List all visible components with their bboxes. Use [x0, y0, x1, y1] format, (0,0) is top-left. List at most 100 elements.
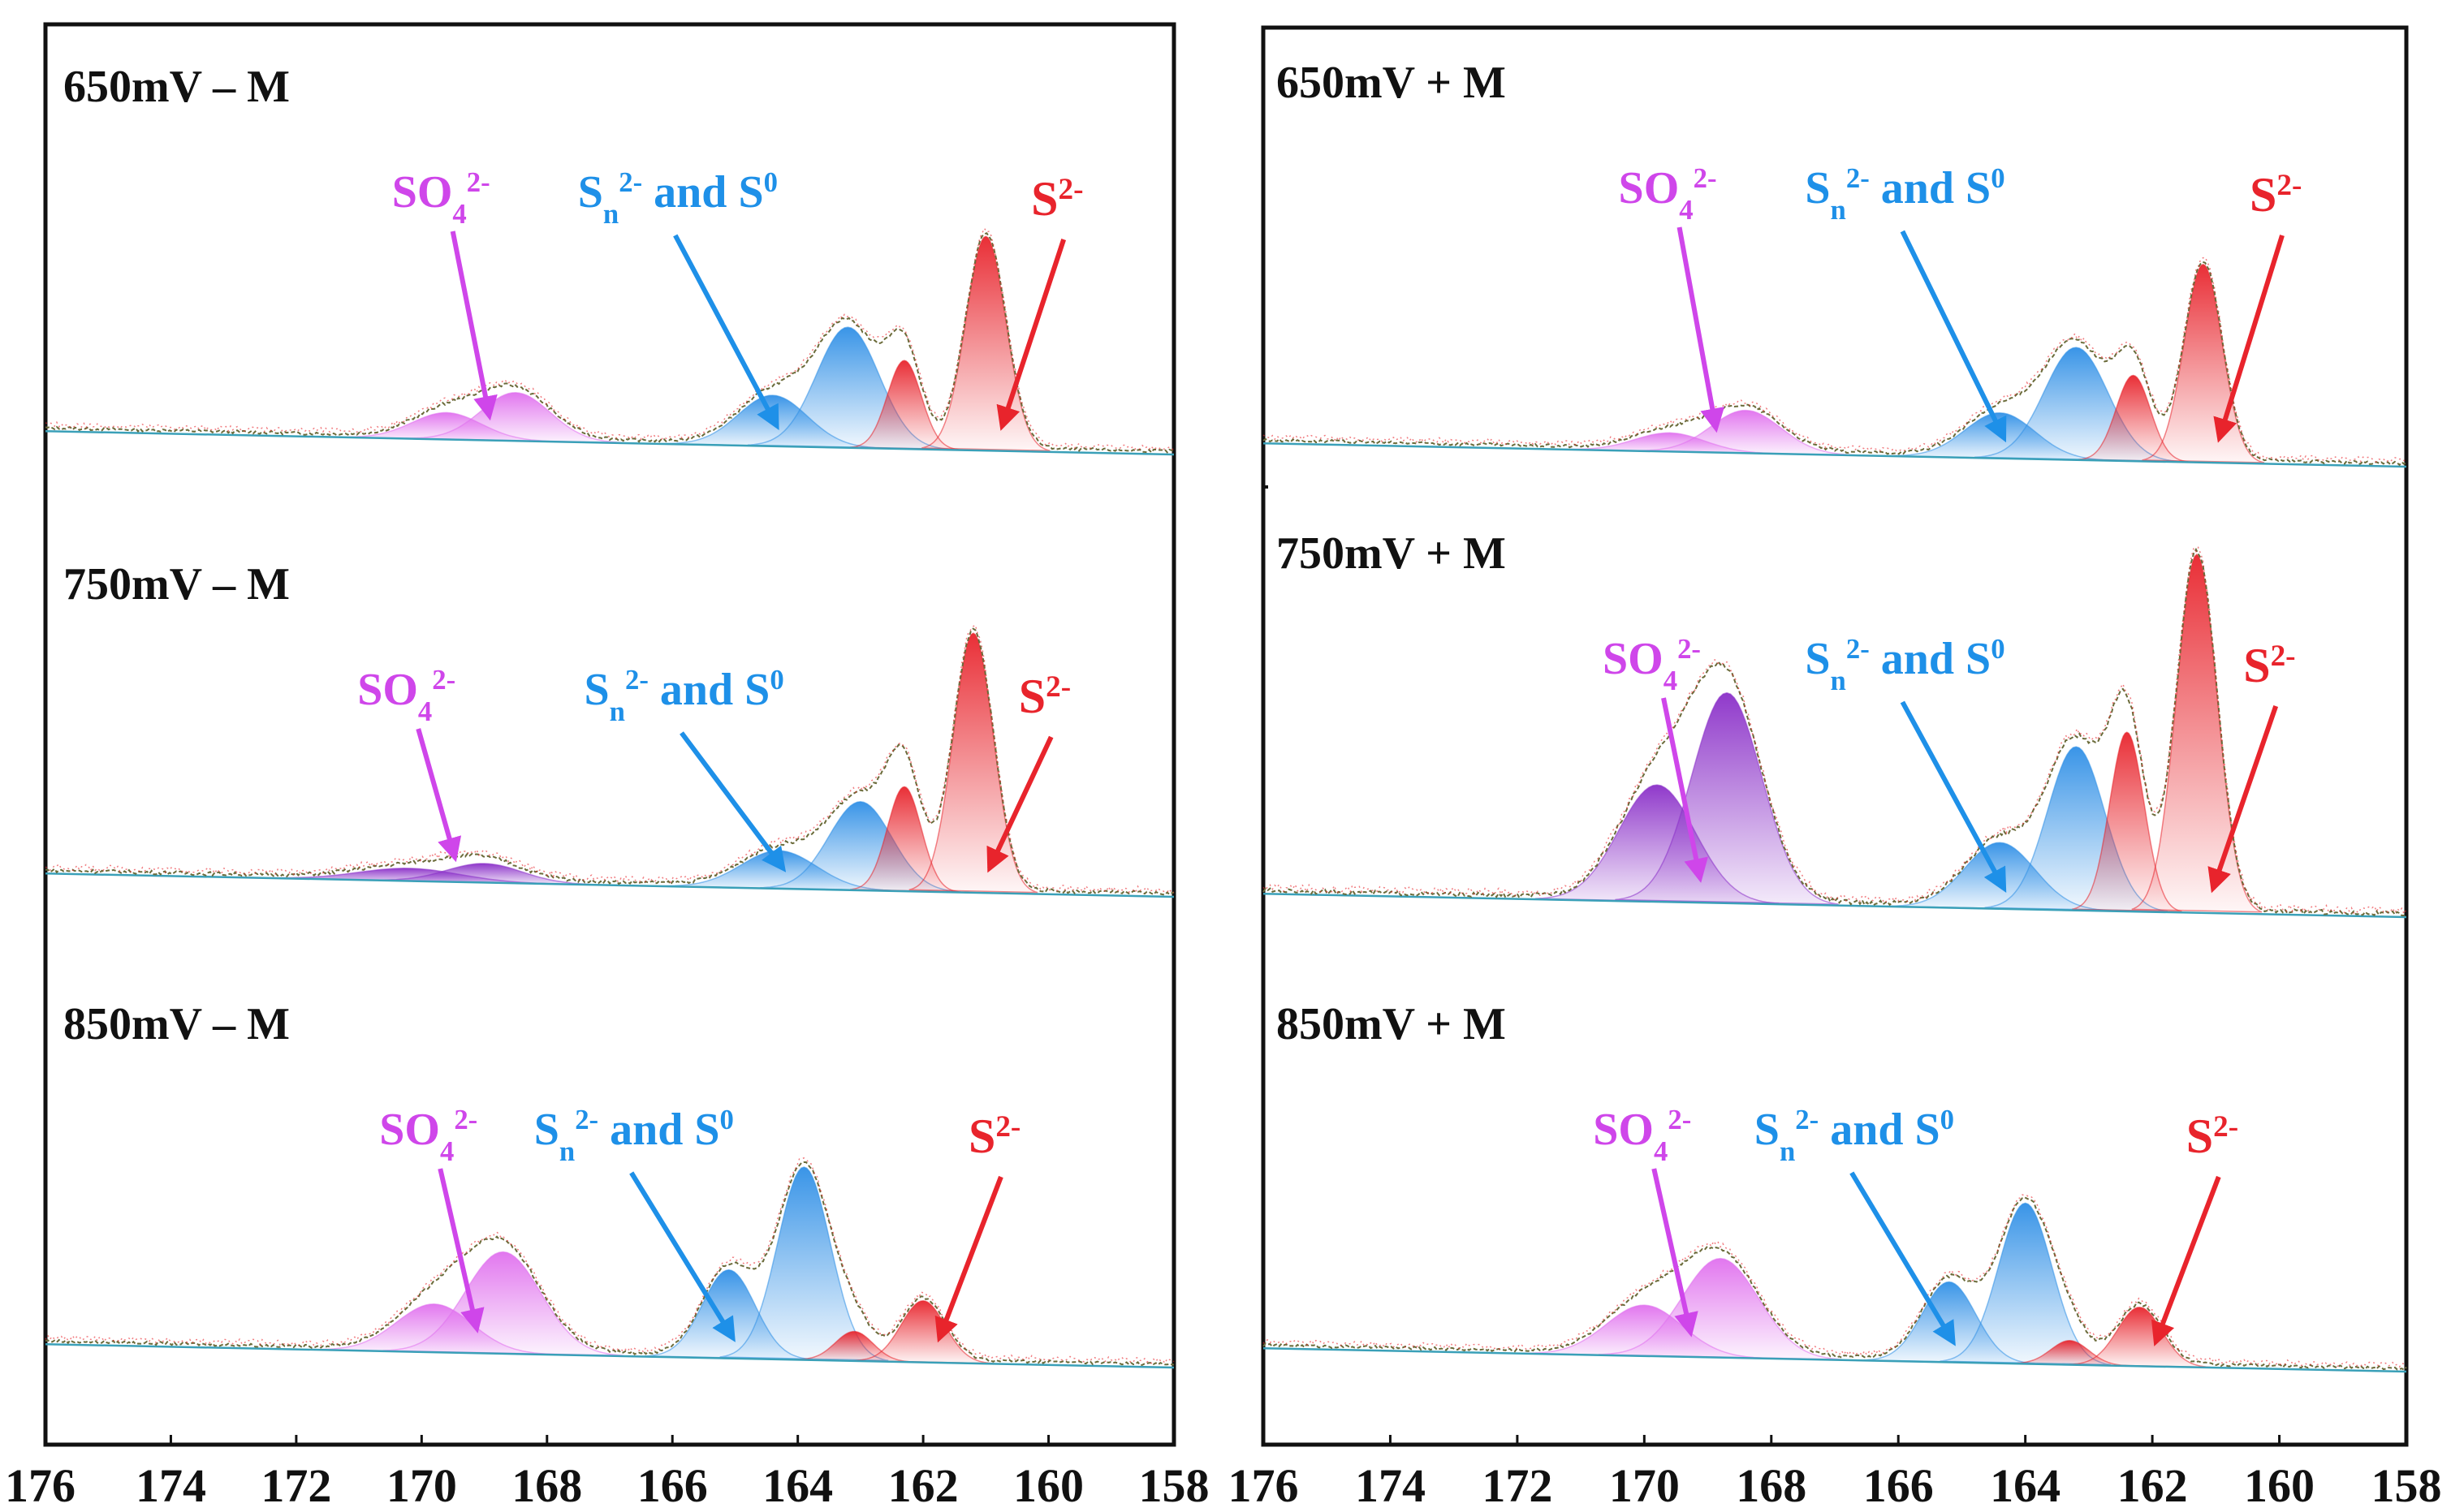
spectrum-panel-2: 750mV – M SO42- Sn2- and S0 S2-: [45, 559, 1175, 898]
baseline: [45, 429, 1175, 456]
raw-spectrum: [45, 226, 1175, 451]
spectra-panels: 650mV – M SO42- Sn2- and S0 S2- 750mV – M SO4…: [45, 58, 2407, 1373]
peak-sulfate-2: [1598, 1257, 1843, 1360]
sulfate-arrow: [1676, 226, 1725, 433]
sulfide-label: S2-: [1019, 670, 1071, 723]
panel-title: 650mV + M: [1276, 58, 1506, 108]
peak-sulfate-2: [405, 392, 627, 444]
envelope-fit: [45, 627, 1175, 896]
polysulfide-label: Sn2- and S0: [1805, 633, 2004, 696]
x-tick-label: 168: [1736, 1459, 1806, 1512]
polysulfide-arrow: [1849, 1171, 1956, 1346]
polysulfide-arrow: [673, 234, 779, 431]
x-tick-label: 160: [2244, 1459, 2315, 1512]
panel-title: 750mV – M: [63, 559, 290, 610]
sulfide-arrow: [996, 239, 1067, 431]
spectrum-panel-6: 850mV + M SO42- Sn2- and S0 S2-: [1262, 999, 2407, 1373]
polysulfide-label: Sn2- and S0: [534, 1104, 734, 1167]
x-tick-label: 170: [1609, 1459, 1680, 1512]
x-tick-label: 174: [136, 1459, 206, 1512]
x-axis-left: 176 174 172 170 168 166 164 162 160 158: [5, 1435, 1210, 1512]
spectrum-panel-5: 750mV + M SO42- Sn2- and S0 S2-: [1262, 528, 2407, 919]
raw-spectrum: [1262, 256, 2407, 463]
peak-sulfide-6: [2131, 554, 2263, 913]
x-tick-label: 160: [1013, 1459, 1084, 1512]
x-tick-label: 168: [511, 1459, 582, 1512]
peak-sulfide-6: [921, 235, 1051, 452]
peak-sulfate-2: [1633, 409, 1858, 456]
peak-sulfide-6: [2068, 1306, 2212, 1368]
polysulfide-label: Sn2- and S0: [578, 166, 778, 230]
panel-title: 850mV + M: [1276, 999, 1506, 1049]
polysulfide-label: Sn2- and S0: [585, 664, 784, 727]
panel-frame-right: [1261, 25, 2409, 1447]
panel-title: 850mV – M: [63, 999, 290, 1049]
x-tick-label: 166: [1863, 1459, 1934, 1512]
x-axis-right: 176 174 172 170 168 166 164 162 160 158: [1228, 1435, 2442, 1512]
x-axes: 176 174 172 170 168 166 164 162 160 158 176 174 172 1…: [5, 1435, 2442, 1512]
sulfate-label: SO42-: [392, 166, 490, 230]
baseline: [1262, 442, 2407, 468]
baseline: [45, 872, 1175, 898]
sulfate-arrow: [416, 728, 462, 863]
peak-sulfide-6: [2142, 263, 2265, 463]
sulfide-label: S2-: [1031, 172, 1083, 226]
sulfate-label: SO42-: [1593, 1104, 1691, 1167]
sulfate-label: SO42-: [1603, 633, 1701, 696]
x-tick-label: 172: [1482, 1459, 1552, 1512]
x-tick-label: 174: [1355, 1459, 1426, 1512]
x-tick-label: 176: [5, 1459, 76, 1512]
baseline: [45, 1342, 1175, 1369]
panel-title: 650mV – M: [63, 62, 290, 112]
peak-sulfate-2: [364, 863, 605, 886]
sulfide-arrow: [986, 735, 1054, 873]
peak-sulfide-6: [852, 1299, 994, 1364]
sulfide-label: S2-: [969, 1109, 1021, 1163]
raw-spectrum: [45, 1157, 1175, 1365]
baseline: [1262, 1346, 2407, 1373]
raw-spectrum: [1262, 1194, 2407, 1368]
sulfate-label: SO42-: [357, 664, 455, 727]
sulfate-arrow: [450, 230, 498, 421]
x-tick-label: 162: [2117, 1459, 2188, 1512]
x-tick-label: 170: [386, 1459, 457, 1512]
spectrum-panel-1: 650mV – M SO42- Sn2- and S0 S2-: [45, 62, 1175, 456]
sulfide-arrow: [2207, 705, 2279, 894]
x-tick-label: 158: [1139, 1459, 1210, 1512]
sulfate-label: SO42-: [1619, 162, 1717, 226]
panel-title: 750mV + M: [1276, 528, 1506, 579]
panel-frames: [43, 22, 2409, 1447]
baseline: [1262, 892, 2407, 919]
sulfate-arrow: [1661, 697, 1708, 883]
polysulfide-arrow: [1900, 700, 2007, 894]
polysulfide-arrow: [1900, 230, 2007, 443]
spectrum-panel-4: 650mV + M SO42- Sn2- and S0 S2-: [1262, 58, 2407, 468]
sulfide-arrow: [934, 1175, 1003, 1343]
x-tick-label: 164: [762, 1459, 833, 1512]
x-tick-label: 162: [888, 1459, 959, 1512]
peak-sulfate-2: [382, 1251, 624, 1356]
sulfide-arrow: [2213, 235, 2285, 443]
sulfide-label: S2-: [2250, 168, 2302, 222]
sulfate-label: SO42-: [379, 1104, 477, 1167]
x-tick-label: 172: [261, 1459, 331, 1512]
sulfide-label: S2-: [2186, 1109, 2238, 1163]
polysulfide-arrow: [629, 1171, 736, 1342]
polysulfide-label: Sn2- and S0: [1754, 1104, 1954, 1167]
sulfide-arrow: [2151, 1175, 2221, 1346]
envelope-fit: [1262, 261, 2407, 467]
x-tick-label: 176: [1228, 1459, 1299, 1512]
x-tick-label: 164: [1990, 1459, 2060, 1512]
x-tick-label: 158: [2371, 1459, 2442, 1512]
envelope-fit: [45, 232, 1175, 454]
panel-frame-left: [43, 22, 1176, 1447]
x-tick-label: 166: [637, 1459, 708, 1512]
spectrum-panel-3: 850mV – M SO42- Sn2- and S0 S2-: [45, 999, 1175, 1369]
envelope-fit: [45, 1161, 1175, 1367]
polysulfide-label: Sn2- and S0: [1805, 162, 2004, 226]
sulfide-label: S2-: [2243, 639, 2295, 692]
sulfate-arrow: [438, 1168, 485, 1333]
polysulfide-arrow: [680, 731, 787, 872]
sulfate-arrow: [1651, 1168, 1698, 1338]
